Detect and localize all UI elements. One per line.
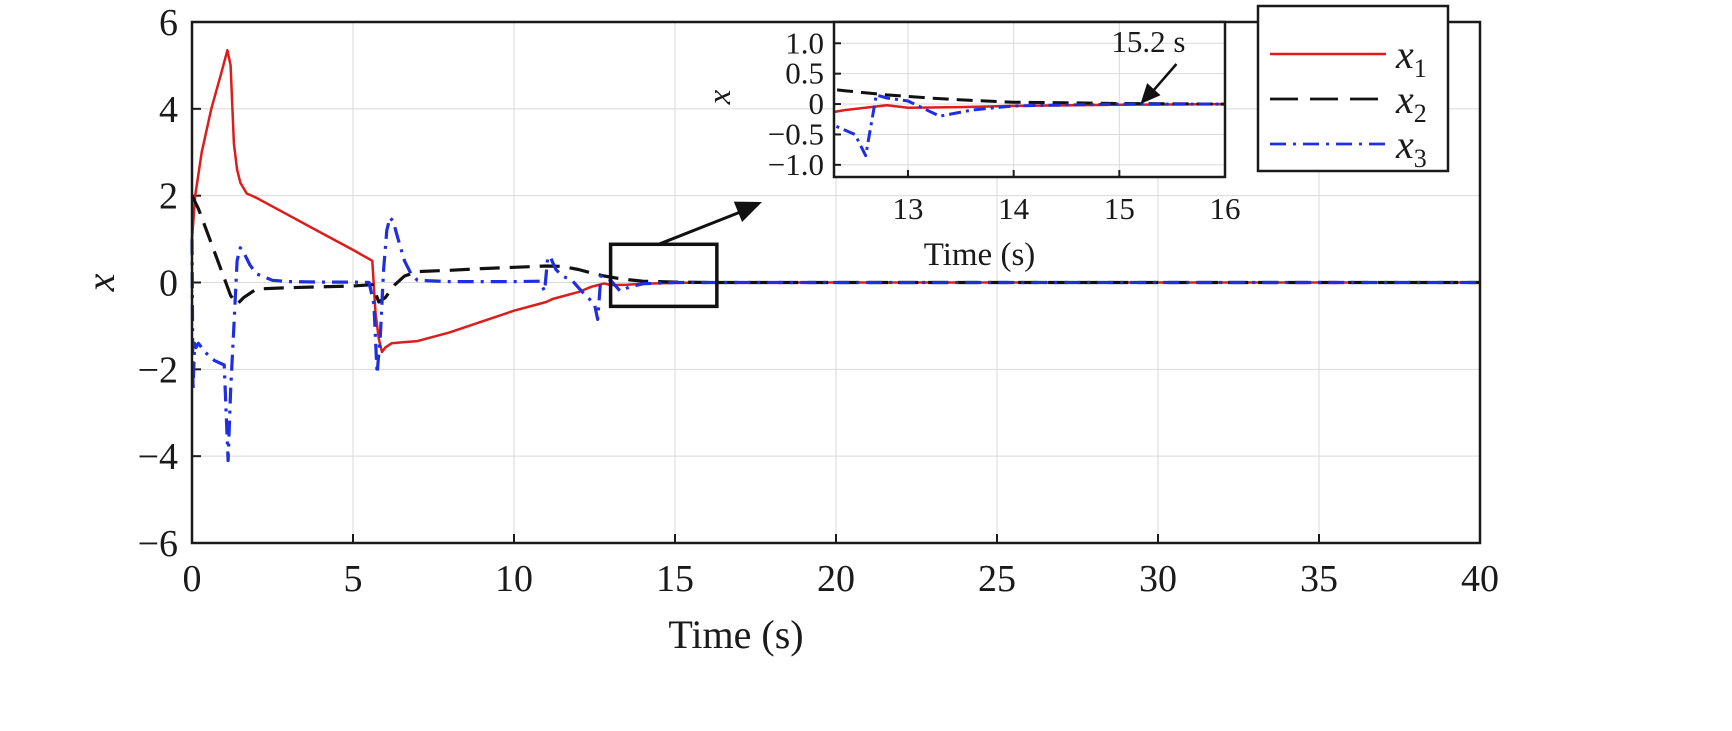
legend-label-x2: x2 <box>1395 77 1427 128</box>
main-x-tick-label: 5 <box>344 558 363 600</box>
inset-x-ticks: 13 14 15 16 <box>892 170 1241 226</box>
main-y-tick-label: −2 <box>138 349 178 391</box>
main-y-tick-label: 4 <box>159 89 178 131</box>
main-y-tick-label: −4 <box>138 436 178 478</box>
inset-y-ticks: −1.0−0.500.51.0 <box>768 25 841 182</box>
legend-box <box>1256 4 1450 173</box>
inset-y-tick-label: −0.5 <box>768 116 824 151</box>
main-series <box>190 48 1480 463</box>
series-line-x2 <box>190 194 1480 306</box>
inset-background <box>834 22 1225 177</box>
inset-annotation-label: 15.2 s <box>1111 24 1185 59</box>
zoom-box <box>608 242 719 309</box>
inset-y-tick-label: 1.0 <box>785 25 824 60</box>
main-x-tick-label: 20 <box>817 558 855 600</box>
inset-x-tick-label: 16 <box>1210 191 1241 226</box>
main-y-tick-label: 2 <box>159 176 178 218</box>
inset-y-tick-label: −1.0 <box>768 147 824 182</box>
main-x-tick-label: 0 <box>183 558 202 600</box>
legend-label-x1: x1 <box>1395 32 1427 83</box>
main-y-tick-label: 6 <box>159 2 178 44</box>
inset-series <box>834 87 1225 158</box>
inset-plot-frame <box>832 20 1227 179</box>
inset-y-tick-label: 0.5 <box>785 56 824 91</box>
inset-y-tick-label: 0 <box>809 86 825 121</box>
main-x-tick-label: 35 <box>1300 558 1338 600</box>
main-x-tick-label: 15 <box>656 558 694 600</box>
main-y-tick-label: −6 <box>138 523 178 565</box>
zoom-arrowhead <box>733 201 762 223</box>
inset-x-axis-label: Time (s) <box>924 237 1036 273</box>
legend-label-x3: x3 <box>1395 122 1427 173</box>
main-x-tick-label: 30 <box>1139 558 1177 600</box>
main-x-ticks: 0 5 10 15 20 25 30 35 40 <box>183 534 1499 600</box>
main-y-tick-label: 0 <box>159 263 178 305</box>
legend-label-subscript: 2 <box>1414 99 1427 128</box>
inset-x-tick-label: 15 <box>1104 191 1135 226</box>
legend-label-name: x <box>1395 122 1414 167</box>
legend-label-subscript: 1 <box>1414 54 1427 83</box>
legend-label-name: x <box>1395 32 1414 77</box>
main-x-tick-label: 40 <box>1461 558 1499 600</box>
inset-x-tick-label: 14 <box>998 191 1030 226</box>
series-line-x1 <box>190 48 1480 354</box>
legend-label-subscript: 3 <box>1414 144 1427 173</box>
main-y-ticks: −6 −4 −2 0 2 4 6 <box>138 2 201 565</box>
inset-annotation-arrowhead <box>1140 83 1161 105</box>
series-line-x3 <box>190 215 1480 463</box>
main-x-tick-label: 25 <box>978 558 1016 600</box>
inset-x-tick-label: 13 <box>892 191 923 226</box>
inset-grid <box>834 22 1226 177</box>
main-x-tick-label: 10 <box>495 558 533 600</box>
y-axis-label: x <box>78 273 123 292</box>
zoom-arrow <box>658 207 749 246</box>
x-axis-label: Time (s) <box>668 612 803 657</box>
legend-label-name: x <box>1395 77 1414 122</box>
inset-y-axis-label: x <box>702 89 738 105</box>
inset-series-line-x1 <box>834 102 1225 114</box>
